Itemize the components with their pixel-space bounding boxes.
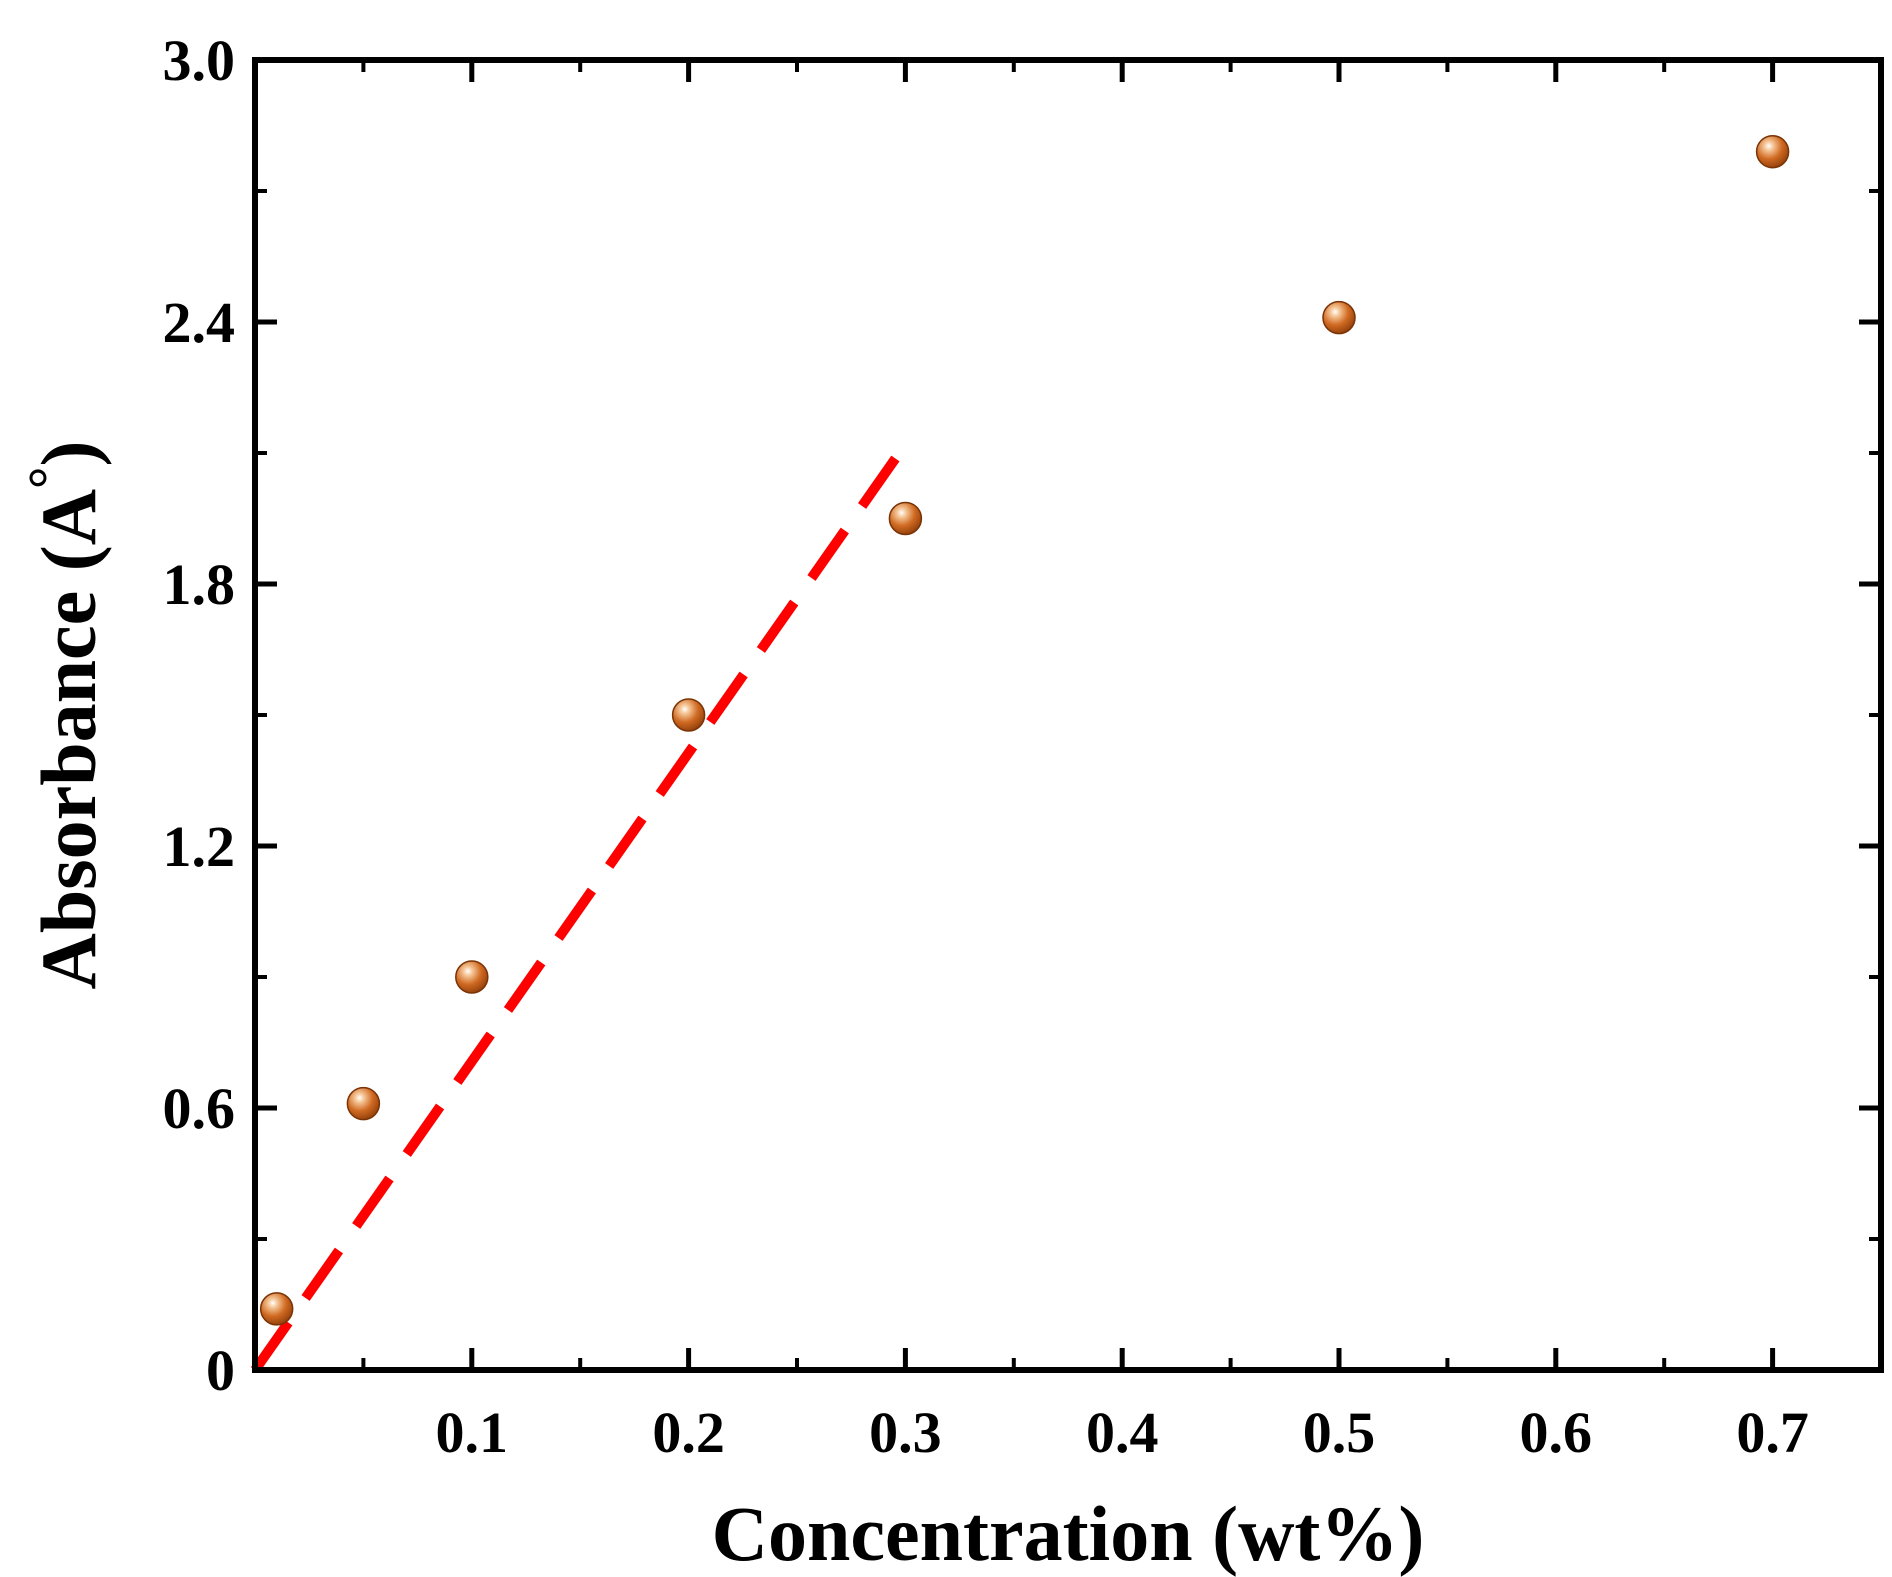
plot-frame bbox=[252, 57, 1884, 1373]
y-axis-title: Absorbance (A°) bbox=[18, 441, 112, 990]
data-point bbox=[259, 1292, 294, 1326]
y-tick-label: 0 bbox=[206, 1338, 235, 1403]
x-axis-title: Concentration (wt%) bbox=[712, 1490, 1425, 1577]
y-tick-label: 0.6 bbox=[163, 1076, 236, 1141]
y-axis-title-suffix: ) bbox=[25, 441, 112, 467]
y-tick-label: 3.0 bbox=[163, 28, 236, 93]
data-point bbox=[1755, 134, 1790, 169]
data-point bbox=[671, 698, 706, 732]
data-point bbox=[1322, 300, 1356, 335]
y-tick-label: 1.2 bbox=[163, 814, 236, 879]
data-point bbox=[455, 960, 489, 994]
y-axis-title-superscript: ° bbox=[18, 467, 80, 489]
x-tick-label: 0.3 bbox=[869, 1400, 942, 1465]
data-point bbox=[346, 1086, 381, 1121]
x-tick-label: 0.2 bbox=[652, 1400, 725, 1465]
x-tick-label: 0.6 bbox=[1520, 1400, 1593, 1465]
x-tick-label: 0.1 bbox=[436, 1400, 509, 1465]
y-axis-title-main: Absorbance (A bbox=[25, 489, 112, 990]
y-tick-label: 2.4 bbox=[163, 290, 236, 355]
x-tick-label: 0.4 bbox=[1086, 1400, 1159, 1465]
data-point bbox=[888, 501, 923, 536]
fit-line bbox=[250, 441, 910, 1373]
x-tick-label: 0.7 bbox=[1736, 1400, 1809, 1465]
y-tick-label: 1.8 bbox=[163, 552, 236, 617]
x-tick-label: 0.5 bbox=[1303, 1400, 1376, 1465]
